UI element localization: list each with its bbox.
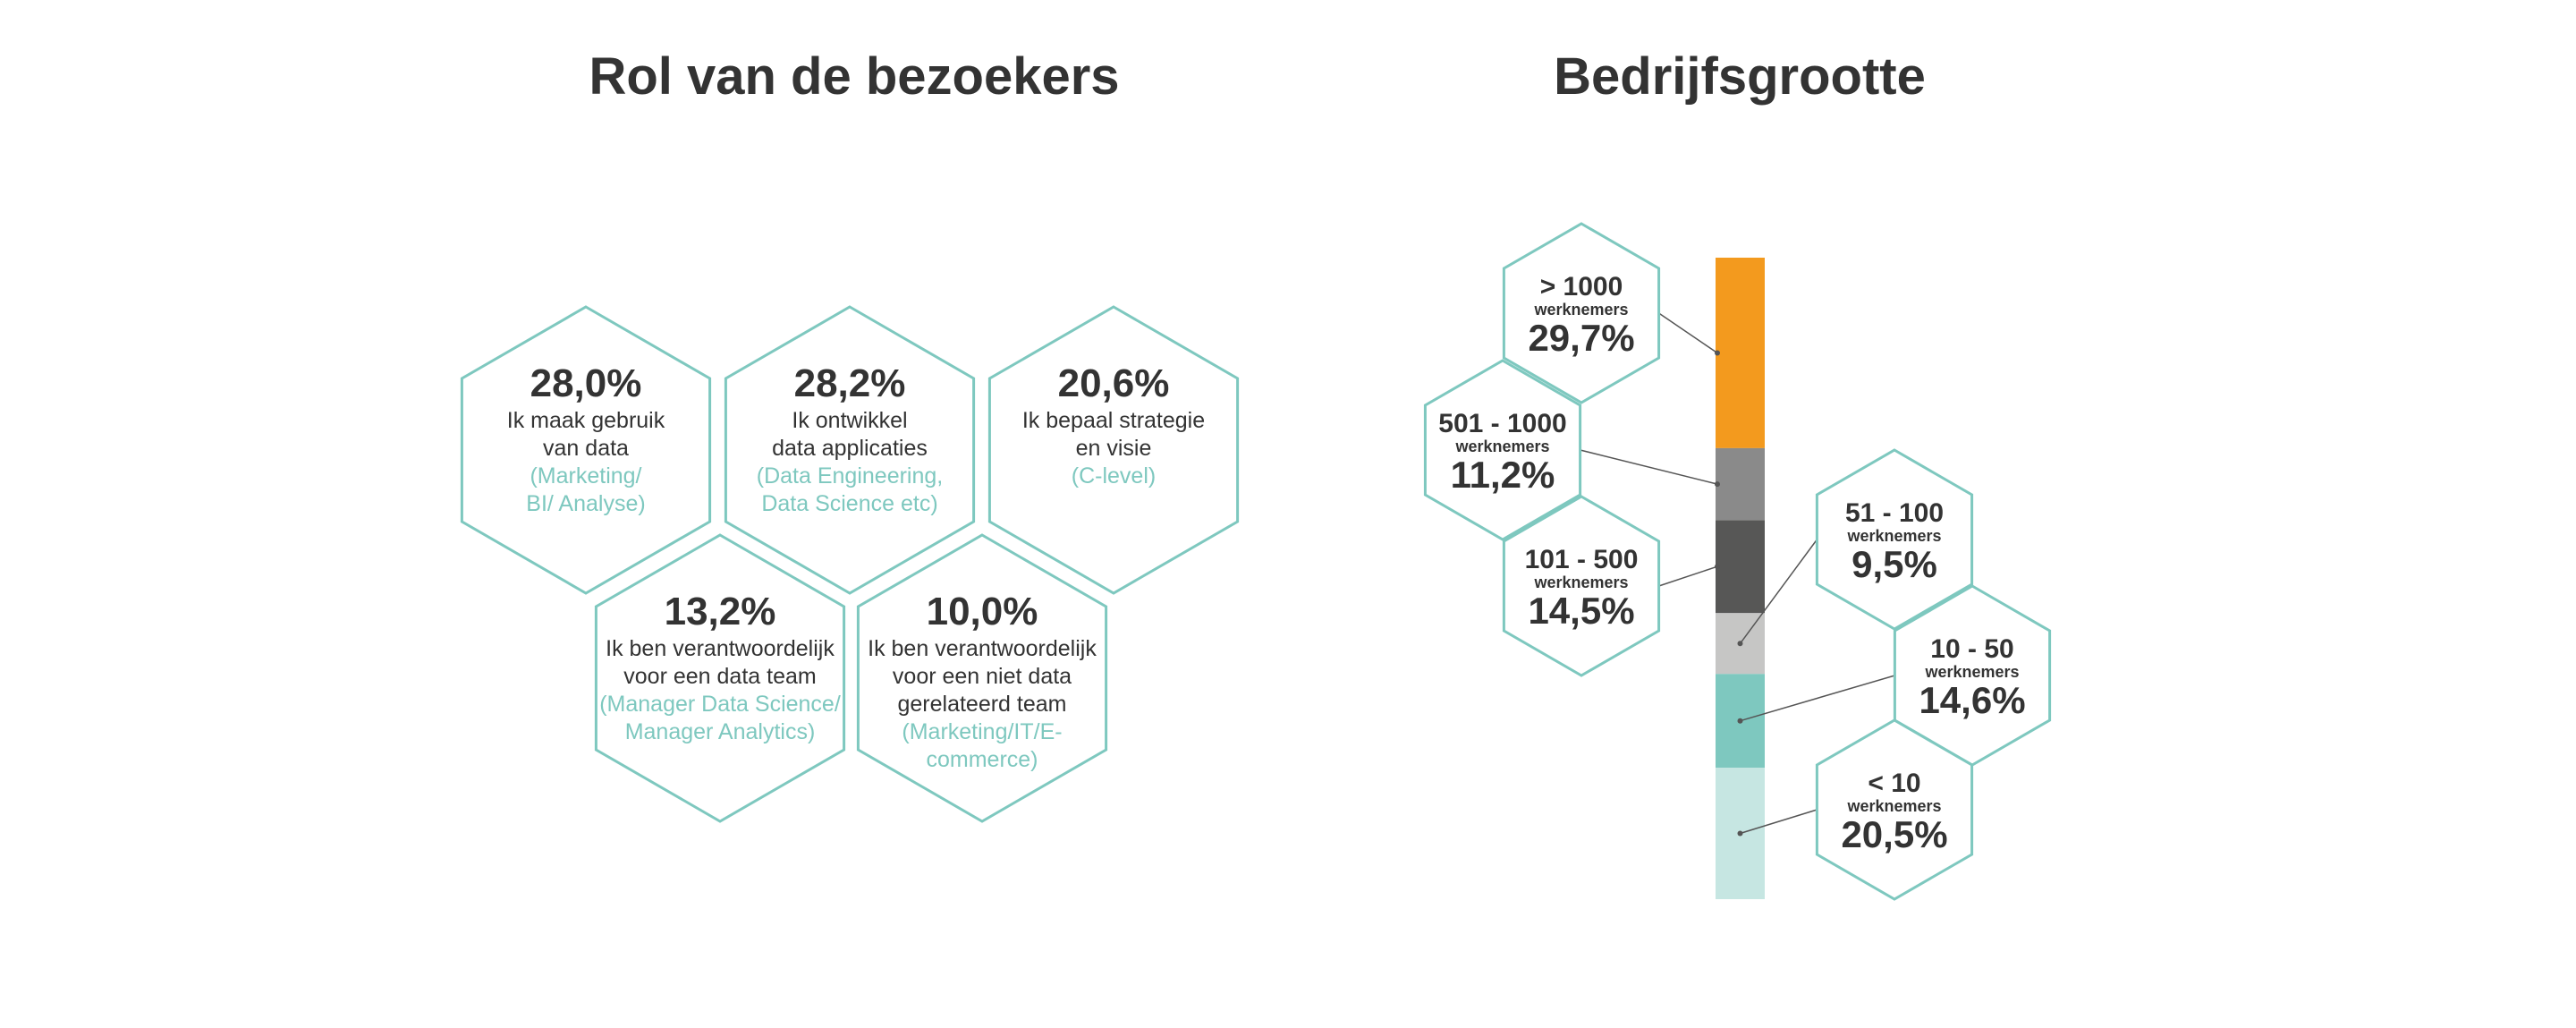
role-description: data applicaties [772, 436, 928, 461]
size-range-label: 501 - 1000 [1438, 409, 1566, 438]
role-description: voor een niet data [893, 664, 1072, 689]
role-detail: (Manager Data Science/ [599, 692, 841, 717]
role-description: voor een data team [623, 664, 816, 689]
size-percentage: 11,2% [1451, 454, 1555, 496]
size-range-label: 51 - 100 [1845, 498, 1944, 528]
size-unit-label: werknemers [1846, 797, 1941, 815]
role-percentage: 28,0% [530, 361, 642, 405]
size-hexagon-shape [1502, 222, 1661, 404]
size-hexagon-shape [1815, 448, 1974, 631]
role-detail: BI/ Analyse) [526, 491, 645, 516]
role-detail: Data Science etc) [761, 491, 937, 516]
role-description: Ik bepaal strategie [1022, 408, 1205, 433]
role-hexagon: 28,2% Ik ontwikkel data applicaties(Data E… [724, 305, 976, 595]
company-size-leader-lines [1580, 312, 1895, 837]
role-percentage: 13,2% [665, 590, 776, 633]
role-description: Ik ontwikkel [792, 408, 907, 433]
size-percentage: 29,7% [1528, 317, 1634, 359]
company-size-title: Bedrijfsgrootte [1554, 47, 1926, 106]
role-detail: (Marketing/ [530, 463, 641, 489]
size-unit-label: werknemers [1533, 301, 1628, 319]
leader-dot [1737, 718, 1743, 724]
leader-line [1740, 675, 1895, 722]
size-unit-label: werknemers [1533, 573, 1628, 591]
leader-line [1739, 539, 1818, 644]
size-range-label: 10 - 50 [1930, 634, 2013, 664]
leader-line [1740, 809, 1818, 835]
role-percentage: 20,6% [1058, 361, 1170, 405]
leader-line [1580, 449, 1718, 485]
role-hexagon-shape [594, 533, 846, 823]
role-hexagon-shape [856, 533, 1108, 823]
size-hexagon-shape [1502, 495, 1661, 677]
role-hexagon-shape [724, 305, 976, 595]
roles-hexagon-group: 28,0% Ik maak gebruik van data(Marketing/B… [460, 305, 1240, 823]
size-hexagon-shape [1423, 359, 1582, 541]
role-description: Ik ben verantwoordelijk [868, 636, 1097, 661]
size-range-label: < 10 [1868, 769, 1920, 798]
role-description: gerelateerd team [897, 692, 1066, 717]
role-detail: (Data Engineering, [757, 463, 943, 489]
role-description: van data [543, 436, 629, 461]
bar-segment [1716, 520, 1765, 614]
size-percentage: 20,5% [1841, 813, 1947, 855]
role-percentage: 28,2% [794, 361, 906, 405]
role-detail: Manager Analytics) [625, 719, 816, 744]
role-detail: (Marketing/IT/E- [902, 719, 1062, 744]
role-hexagon: 28,0% Ik maak gebruik van data(Marketing/B… [460, 305, 712, 595]
role-description: Ik ben verantwoordelijk [606, 636, 835, 661]
size-percentage: 14,6% [1919, 679, 2025, 721]
size-hexagon-shape [1815, 718, 1974, 901]
role-hexagon: 20,6% Ik bepaal strategie en visie(C-level… [987, 305, 1240, 595]
size-unit-label: werknemers [1454, 438, 1549, 455]
size-unit-label: werknemers [1846, 527, 1941, 545]
bar-segment [1716, 258, 1765, 448]
role-description: en visie [1076, 436, 1152, 461]
size-range-label: 101 - 500 [1525, 545, 1639, 574]
size-unit-label: werknemers [1924, 663, 2019, 681]
size-percentage: 14,5% [1528, 590, 1634, 632]
role-hexagon-shape [460, 305, 712, 595]
size-percentage: 9,5% [1852, 543, 1937, 585]
leader-dot [1715, 350, 1720, 356]
role-hexagon: 13,2% Ik ben verantwoordelijk voor een dat… [594, 533, 846, 823]
leader-dot [1715, 481, 1720, 488]
role-description: Ik maak gebruik [507, 408, 665, 433]
roles-title: Rol van de bezoekers [589, 47, 1119, 106]
leader-line [1658, 565, 1718, 587]
role-hexagon-shape [987, 305, 1240, 595]
leader-dot [1715, 564, 1720, 570]
leader-dot [1737, 830, 1743, 837]
role-hexagon: 10,0% Ik ben verantwoordelijk voor een nie… [856, 533, 1108, 823]
leader-line [1658, 312, 1718, 354]
bar-segment [1716, 447, 1765, 521]
size-range-label: > 1000 [1540, 272, 1623, 302]
role-percentage: 10,0% [927, 590, 1038, 633]
company-size-stacked-bar [1716, 258, 1765, 899]
role-detail: (C-level) [1072, 463, 1156, 489]
leader-dot [1737, 641, 1743, 647]
role-detail: commerce) [926, 747, 1038, 772]
